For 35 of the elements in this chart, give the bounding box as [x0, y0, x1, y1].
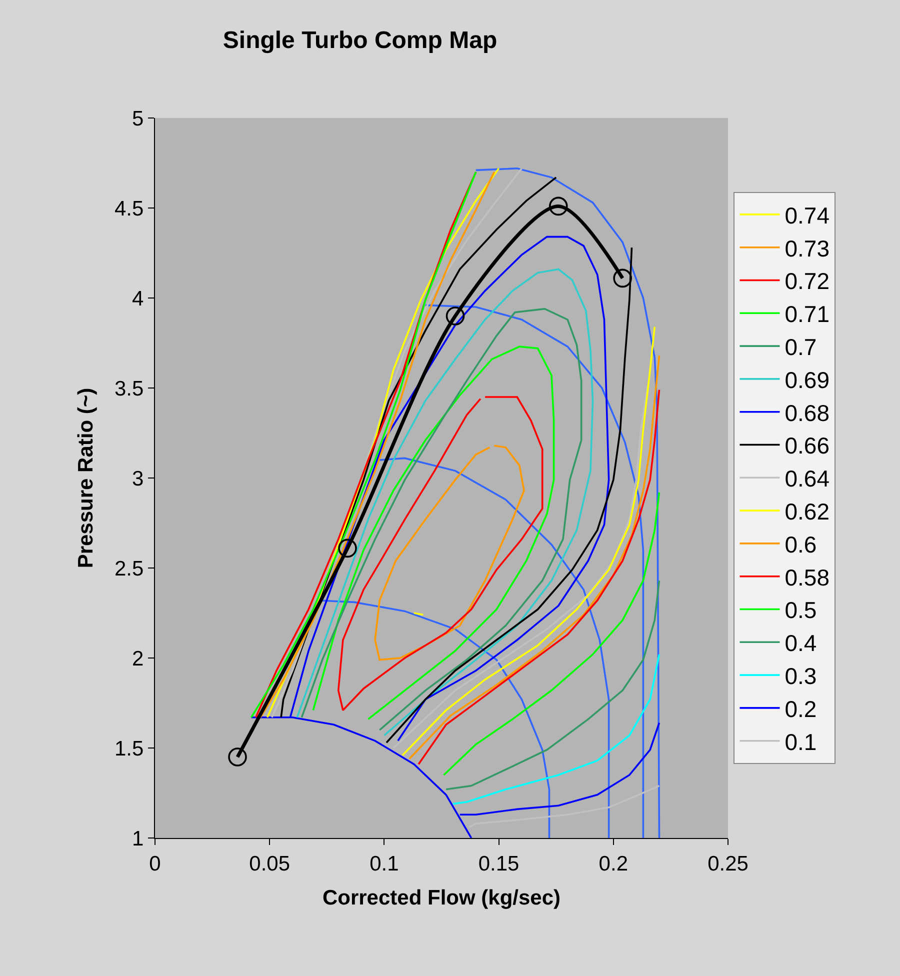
y-tick-label: 5 [132, 107, 144, 130]
y-axis-title: Pressure Ratio (~) [74, 388, 98, 568]
y-tick-label: 2 [132, 647, 144, 670]
y-tick-label: 2.5 [114, 557, 144, 580]
y-tick-label: 1.5 [114, 737, 144, 760]
chart-title: Single Turbo Comp Map [222, 27, 498, 54]
legend-label: 0.4 [784, 630, 817, 656]
x-tick-label: 0.15 [478, 852, 520, 876]
legend-label: 0.5 [784, 597, 817, 624]
legend-label: 0.62 [784, 498, 830, 525]
legend-label: 0.69 [784, 366, 830, 393]
legend-label: 0.66 [784, 432, 830, 459]
legend-label: 0.73 [784, 235, 830, 262]
legend-label: 0.58 [784, 564, 830, 590]
x-axis-title: Corrected Flow (kg/sec) [322, 886, 561, 910]
legend-label: 0.68 [784, 400, 830, 426]
legend-label: 0.1 [784, 728, 817, 755]
legend-label: 0.6 [784, 531, 817, 558]
legend-label: 0.74 [784, 202, 830, 228]
legend-label: 0.3 [784, 663, 817, 690]
y-tick-label: 3 [132, 467, 144, 490]
legend-label: 0.72 [784, 268, 830, 294]
y-tick-label: 1 [132, 827, 144, 850]
legend-label: 0.2 [784, 696, 817, 722]
legend-label: 0.7 [784, 334, 817, 360]
y-tick-label: 4 [132, 287, 144, 310]
x-tick-label: 0.05 [249, 852, 290, 876]
y-tick-label: 4.5 [114, 197, 144, 220]
x-tick-label: 0.1 [370, 852, 399, 876]
x-tick-label: 0 [149, 852, 161, 876]
y-tick-label: 3.5 [114, 377, 144, 400]
legend-label: 0.71 [784, 301, 830, 328]
x-tick-label: 0.25 [708, 852, 748, 876]
x-tick-label: 0.2 [598, 852, 628, 876]
legend-label: 0.64 [784, 466, 830, 492]
